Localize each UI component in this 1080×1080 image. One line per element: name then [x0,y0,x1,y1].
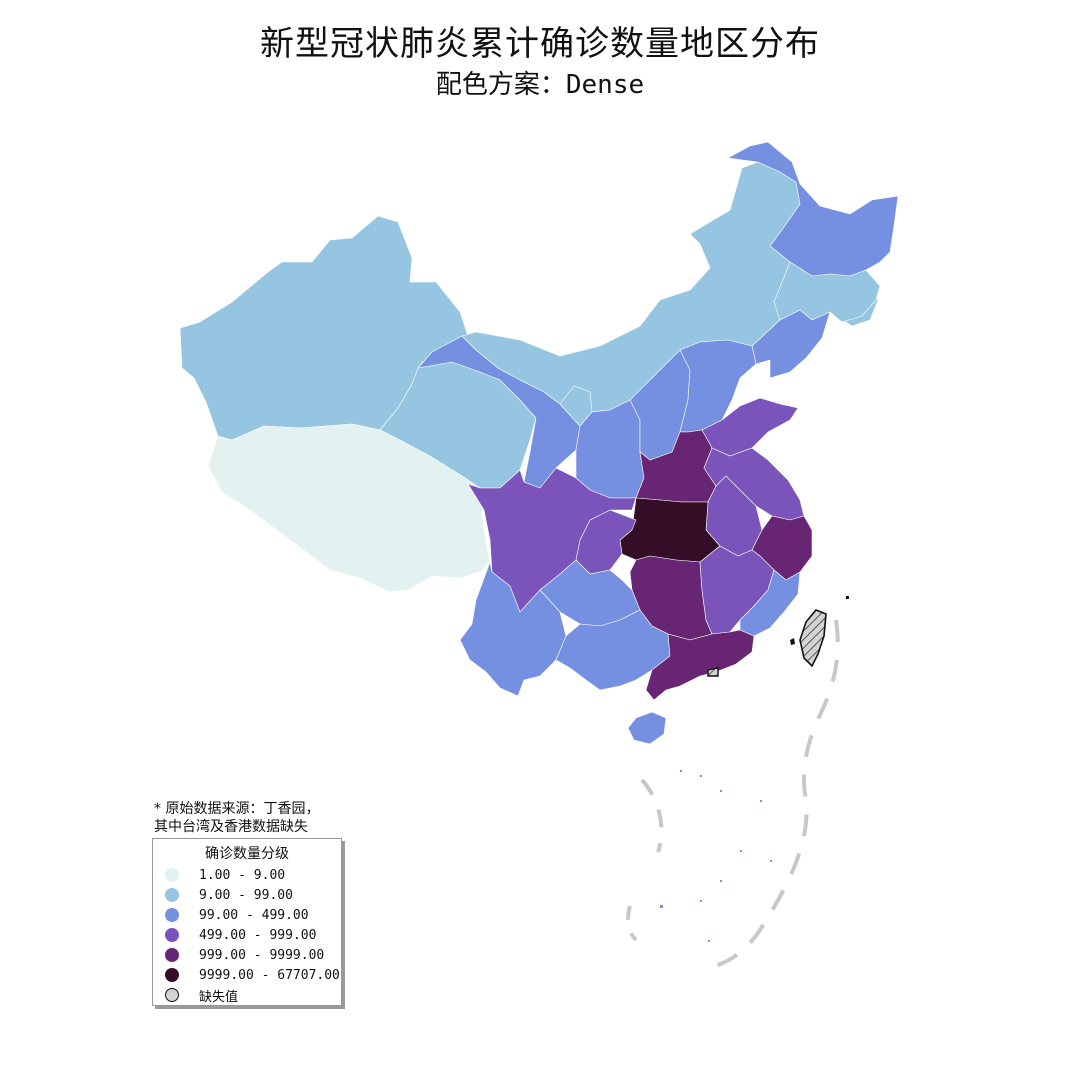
legend-item: 9.00 - 99.00 [165,885,293,905]
south-china-sea-dashed-line [640,778,664,853]
region-yunnan [459,560,567,697]
legend-item: 1.00 - 9.00 [165,865,285,885]
region-taiwan-missing [799,609,827,668]
legend-label: 99.00 - 499.00 [199,907,309,923]
legend-label: 1.00 - 9.00 [199,867,286,883]
legend-item: 999.00 - 9999.00 [165,945,324,965]
region-liaoning [751,309,831,379]
island-mark [846,596,849,599]
legend-label: 9.00 - 99.00 [199,887,293,903]
legend-label: 999.00 - 9999.00 [199,947,325,963]
island-mark [790,638,795,645]
legend-swatch [165,948,179,962]
legend-item: 9999.00 - 67707.00 [165,965,340,985]
legend-swatch [165,968,179,982]
legend-label: 缺失值 [199,989,239,1005]
legend-swatch [165,988,179,1002]
legend-swatch [165,868,179,882]
legend-swatch [165,908,179,922]
map-legend: 确诊数量分级 1.00 - 9.00 9.00 - 99.00 99.00 - … [152,838,342,1006]
map-title: 新型冠状肺炎累计确诊数量地区分布 [260,24,820,64]
region-hebei [679,339,757,433]
note-line-2: 其中台湾及香港数据缺失 [154,819,308,835]
legend-item: 99.00 - 499.00 [165,905,309,925]
legend-label: 9999.00 - 67707.00 [199,967,340,983]
region-hongkong-missing [707,667,719,677]
data-source-note: * 原始数据来源：丁香园， 其中台湾及香港数据缺失 [154,800,319,836]
legend-item: 缺失值 [165,985,238,1005]
region-hainan [627,711,667,745]
region-hubei [619,497,721,563]
south-sea-islands [660,770,772,942]
legend-item: 499.00 - 999.00 [165,925,316,945]
legend-label: 499.00 - 999.00 [199,927,317,943]
legend-swatch [165,888,179,902]
note-line-1: * 原始数据来源：丁香园， [154,801,320,817]
south-china-sea-dashed-line [699,619,840,970]
region-fujian [739,569,801,637]
map-subtitle: 配色方案：Dense [435,70,645,100]
region-ningxia [559,385,593,427]
region-tibet [207,423,491,593]
south-china-sea-dashed-line [626,905,638,942]
legend-swatch [165,928,179,942]
region-heilongjiang [727,141,899,277]
legend-title: 确诊数量分级 [205,846,289,862]
